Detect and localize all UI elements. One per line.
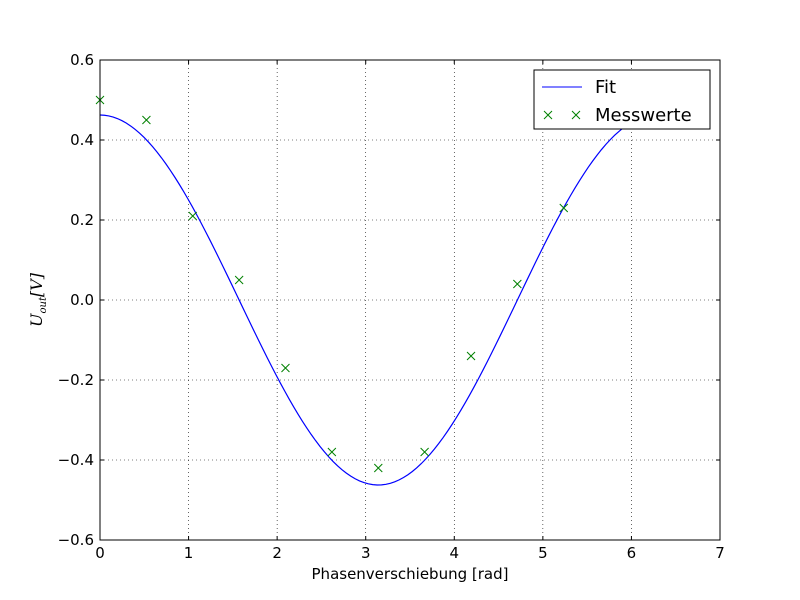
measurement-point: [559, 203, 569, 213]
y-tick-label: −0.6: [58, 531, 94, 549]
fit-curve-layer: [99, 114, 629, 486]
axis-ticks: [99, 59, 721, 541]
svg-text:Uout[V]: Uout[V]: [27, 272, 49, 327]
measurement-point: [188, 211, 198, 221]
y-tick-label: 0.2: [70, 211, 94, 229]
y-tick-label: −0.4: [58, 451, 94, 469]
measurement-point: [327, 447, 337, 457]
legend-messwerte-swatch: [543, 110, 581, 120]
measurement-point: [420, 447, 429, 457]
fit-curve: [99, 114, 629, 486]
x-tick-label: 5: [538, 544, 548, 562]
x-axis-label: Phasenverschiebung [rad]: [312, 565, 509, 583]
y-axis-label-main: U: [27, 313, 46, 327]
measurement-point: [234, 275, 244, 285]
y-tick-labels: −0.6 −0.4 −0.2 0.0 0.2 0.4 0.6: [58, 51, 94, 549]
x-tick-labels: 0 1 2 3 4 5 6 7: [95, 544, 725, 562]
legend-messwerte-label: Messwerte: [595, 105, 692, 126]
legend: Fit Messwerte: [533, 69, 711, 130]
x-tick-label: 7: [715, 544, 725, 562]
x-tick-label: 6: [627, 544, 637, 562]
x-tick-label: 1: [184, 544, 194, 562]
y-tick-label: −0.2: [58, 371, 94, 389]
y-tick-label: 0.4: [70, 131, 94, 149]
x-tick-label: 2: [272, 544, 282, 562]
measurement-point: [466, 351, 476, 361]
y-axis-label: Uout[V]: [27, 272, 49, 327]
y-tick-label: 0.0: [70, 291, 94, 309]
x-tick-label: 4: [450, 544, 460, 562]
measurement-point: [142, 115, 151, 125]
measurement-markers-layer: [95, 95, 569, 473]
y-axis-label-sub: out: [38, 296, 49, 313]
legend-fit-label: Fit: [595, 77, 616, 98]
grid-lines: [100, 60, 720, 540]
measurement-point: [512, 279, 522, 289]
y-axis-label-unit: [V]: [27, 272, 46, 297]
measurement-point: [281, 363, 290, 373]
legend-box: [533, 69, 711, 130]
measurement-point: [373, 463, 383, 473]
y-tick-label: 0.6: [70, 51, 94, 69]
x-tick-label: 3: [361, 544, 371, 562]
x-tick-label: 0: [95, 544, 105, 562]
